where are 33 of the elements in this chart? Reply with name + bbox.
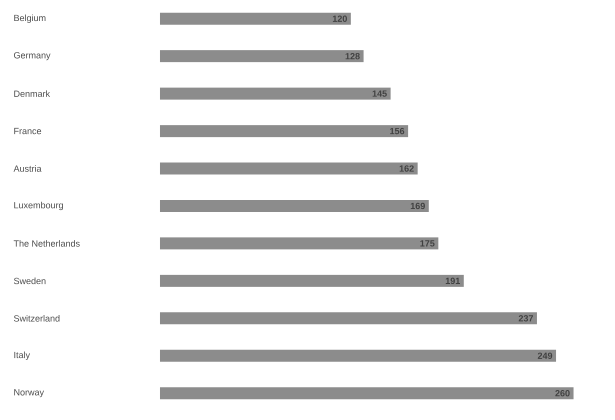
y-tick-label: Italy: [14, 352, 30, 360]
data-label: 120: [332, 16, 347, 22]
bar: [160, 12, 351, 25]
bar: [160, 387, 574, 400]
data-label: 169: [410, 202, 425, 210]
y-tick-label: Luxembourg: [14, 202, 63, 210]
bar: [160, 88, 391, 100]
y-tick-label: Switzerland: [14, 315, 60, 322]
y-tick-label: Germany: [14, 52, 51, 60]
data-label: 191: [446, 278, 460, 284]
y-tick-label: Sweden: [14, 278, 46, 284]
data-label: 249: [538, 352, 552, 359]
bar: [160, 200, 429, 212]
data-label: 237: [518, 315, 534, 322]
bar: [160, 125, 408, 138]
data-label: 175: [420, 240, 435, 247]
bar: [160, 350, 556, 362]
data-label: 128: [346, 53, 360, 60]
y-tick-label: France: [14, 128, 42, 134]
y-tick-label: Denmark: [14, 90, 50, 97]
data-label: 156: [390, 128, 404, 134]
y-tick-label: The Netherlands: [14, 240, 80, 247]
bar: [160, 312, 537, 324]
data-label: 162: [400, 165, 414, 172]
data-label: 260: [555, 390, 570, 396]
bar: [160, 237, 438, 250]
bar: [160, 274, 464, 287]
y-tick-label: Norway: [14, 389, 44, 398]
y-tick-label: Austria: [14, 165, 42, 172]
y-tick-label: Belgium: [14, 14, 46, 23]
bar: [160, 162, 418, 175]
data-label: 145: [372, 90, 387, 97]
bar: [160, 50, 364, 62]
